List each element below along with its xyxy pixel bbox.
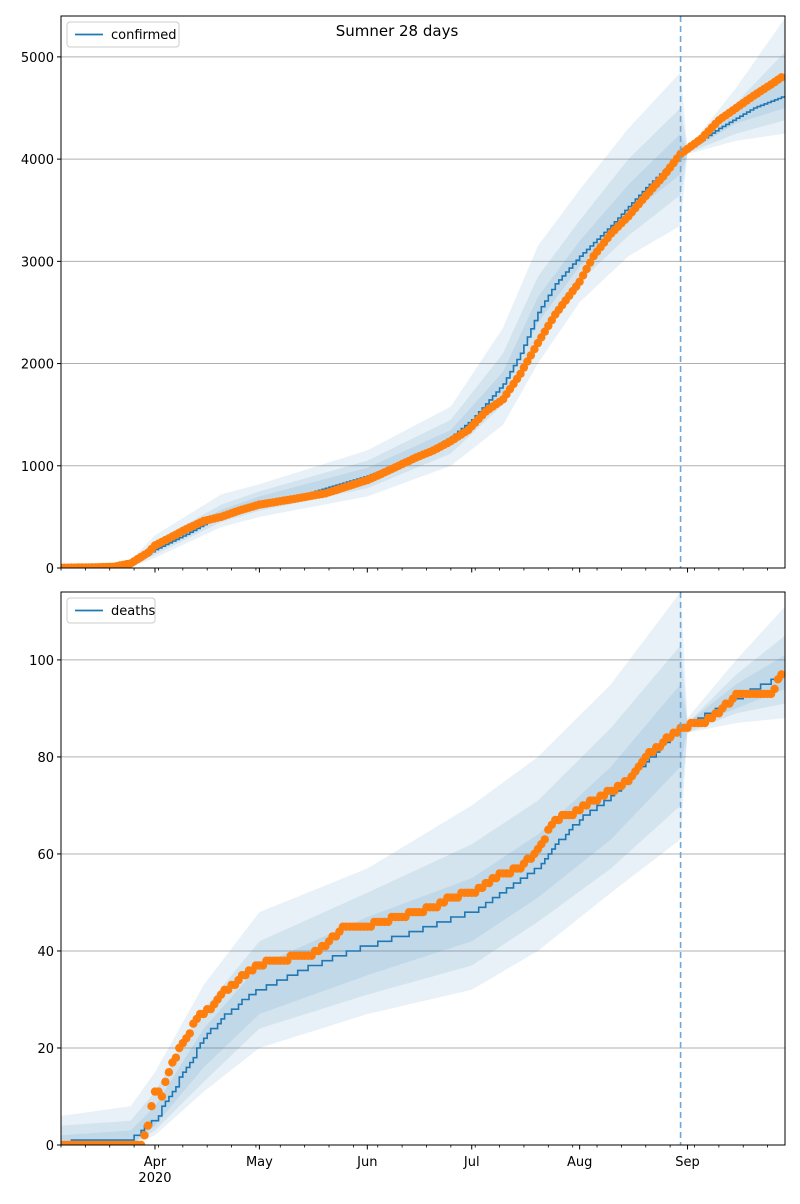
legend-label: confirmed <box>111 28 177 43</box>
observed-point <box>582 264 591 274</box>
legend-box <box>66 597 156 624</box>
x-tick-label: Jul <box>463 1155 480 1170</box>
observed-point <box>157 1092 167 1101</box>
observed-point <box>516 369 525 378</box>
observed-point <box>777 73 785 82</box>
confidence-band <box>61 51 785 568</box>
x-tick-label: Jun <box>356 1155 377 1170</box>
x-tick-label: May <box>246 1155 273 1170</box>
x-year-label: 2020 <box>138 1171 171 1186</box>
legend: confirmed <box>66 21 180 48</box>
x-tick-label: Apr <box>144 1155 167 1170</box>
observed-point <box>164 1068 174 1077</box>
y-tick-label: 2000 <box>21 358 54 373</box>
y-tick-label: 20 <box>37 1042 54 1057</box>
confirmed-panel: 0 1000 2000 3000 4000 5000 confirmed <box>21 15 786 577</box>
confidence-band <box>61 635 785 1145</box>
observed-point <box>578 271 588 280</box>
observed-point <box>143 1121 153 1130</box>
y-tick-label: 80 <box>37 751 54 766</box>
legend: deaths <box>66 597 156 624</box>
y-tick-label: 3000 <box>21 255 54 270</box>
plot-area <box>61 592 785 1145</box>
confidence-band <box>61 77 785 568</box>
observed-point <box>530 345 539 354</box>
deaths-panel: 0 20 40 60 80 100 Apr May Jun Jul Aug Sep 2020 deaths <box>29 591 786 1186</box>
y-tick-label: 1000 <box>21 460 54 475</box>
observed-point <box>585 258 595 267</box>
y-tick-label: 0 <box>46 1139 54 1154</box>
observed-point <box>161 1077 170 1087</box>
observed-point <box>526 351 536 360</box>
y-tick-label: 60 <box>37 848 54 863</box>
y-tick-label: 5000 <box>21 51 54 66</box>
observed-point <box>523 357 532 366</box>
y-tick-label: 40 <box>37 945 54 960</box>
confidence-band <box>61 18 785 568</box>
observed-point <box>540 835 549 844</box>
observed-point <box>185 1029 194 1038</box>
legend-label: deaths <box>111 604 156 619</box>
confidence-band <box>61 592 785 1145</box>
y-tick-label: 100 <box>29 654 54 669</box>
legend-box <box>66 21 180 48</box>
observed-point <box>140 1131 149 1140</box>
observed-point <box>519 363 529 372</box>
x-tick-label: Sep <box>675 1155 700 1170</box>
y-tick-label: 4000 <box>21 153 54 168</box>
observed-point <box>777 670 785 679</box>
observed-point <box>147 1102 156 1111</box>
figure-title: Sumner 28 days <box>336 22 459 40</box>
axes-frame <box>60 15 786 569</box>
confidence-band <box>61 655 785 1145</box>
plot-area <box>61 18 785 568</box>
x-tick-label: Aug <box>567 1155 592 1170</box>
axes-frame <box>60 591 786 1146</box>
observed-point <box>575 277 584 286</box>
observed-point <box>171 1053 181 1062</box>
observed-point <box>770 684 779 694</box>
observed-point <box>136 1140 146 1145</box>
y-tick-label: 0 <box>46 562 54 577</box>
